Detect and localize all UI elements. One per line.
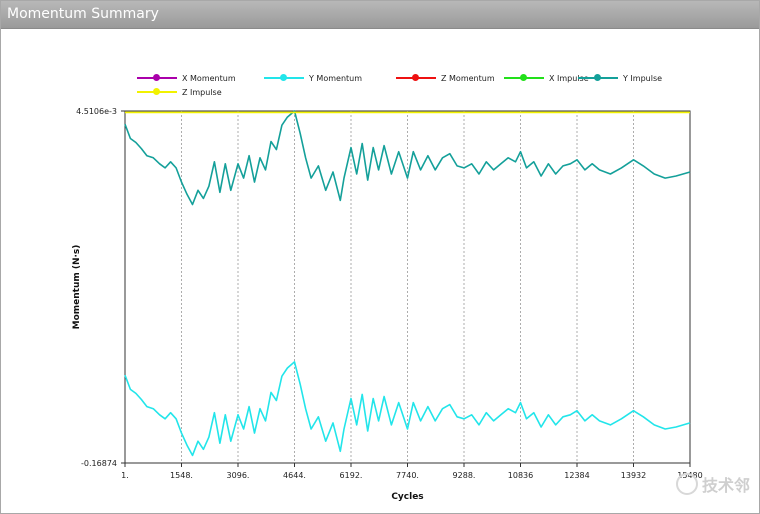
legend-label: X Impulse bbox=[549, 73, 589, 83]
legend-label: Y Momentum bbox=[309, 73, 363, 83]
x-tick-label: 9288. bbox=[453, 471, 476, 480]
y-tick-label: -0.16874 bbox=[81, 459, 117, 468]
x-tick-label: 6192. bbox=[340, 471, 363, 480]
x-tick-label: 13932 bbox=[621, 471, 646, 480]
x-tick-label: 7740. bbox=[396, 471, 419, 480]
y-tick-label: 4.5106e-3 bbox=[76, 107, 117, 116]
watermark: 技术邻 bbox=[675, 472, 750, 496]
y-axis-label: Momentum (N·s) bbox=[72, 245, 82, 330]
legend-swatch bbox=[396, 72, 436, 84]
x-axis-label: Cycles bbox=[391, 492, 423, 502]
legend-item-z-momentum: Z Momentum bbox=[396, 72, 495, 84]
legend-item-x-momentum: X Momentum bbox=[137, 72, 236, 84]
window-title: Momentum Summary bbox=[7, 6, 159, 22]
x-tick-label: 3096. bbox=[227, 471, 250, 480]
x-tick-label: 1. bbox=[121, 471, 129, 480]
legend-item-z-impulse: Z Impulse bbox=[137, 86, 222, 98]
legend-item-x-impulse: X Impulse bbox=[504, 72, 589, 84]
x-tick-label: 10836 bbox=[508, 471, 533, 480]
legend-label: Z Impulse bbox=[182, 87, 222, 97]
watermark-text: 技术邻 bbox=[701, 476, 750, 495]
legend-label: X Momentum bbox=[182, 73, 236, 83]
legend-item-y-momentum: Y Momentum bbox=[264, 72, 362, 84]
legend-label: Z Momentum bbox=[441, 73, 495, 83]
legend-swatch bbox=[504, 72, 544, 84]
title-bar: Momentum Summary bbox=[1, 1, 759, 29]
legend-swatch bbox=[137, 86, 177, 98]
legend-item-y-impulse: Y Impulse bbox=[578, 72, 662, 84]
legend-label: Y Impulse bbox=[623, 73, 663, 83]
series-line-y-impulse bbox=[124, 110, 691, 206]
legend-swatch bbox=[137, 72, 177, 84]
watermark-logo-icon bbox=[675, 473, 698, 495]
legend-swatch bbox=[578, 72, 618, 84]
x-tick-label: 4644. bbox=[283, 471, 306, 480]
x-tick-label: 12384 bbox=[564, 471, 589, 480]
series-line-y-momentum bbox=[124, 361, 691, 457]
x-tick-label: 1548. bbox=[170, 471, 193, 480]
chart-legend: X Momentum Y Momentum Z Momentum X Impulse Y… bbox=[130, 70, 690, 104]
legend-swatch bbox=[264, 72, 304, 84]
